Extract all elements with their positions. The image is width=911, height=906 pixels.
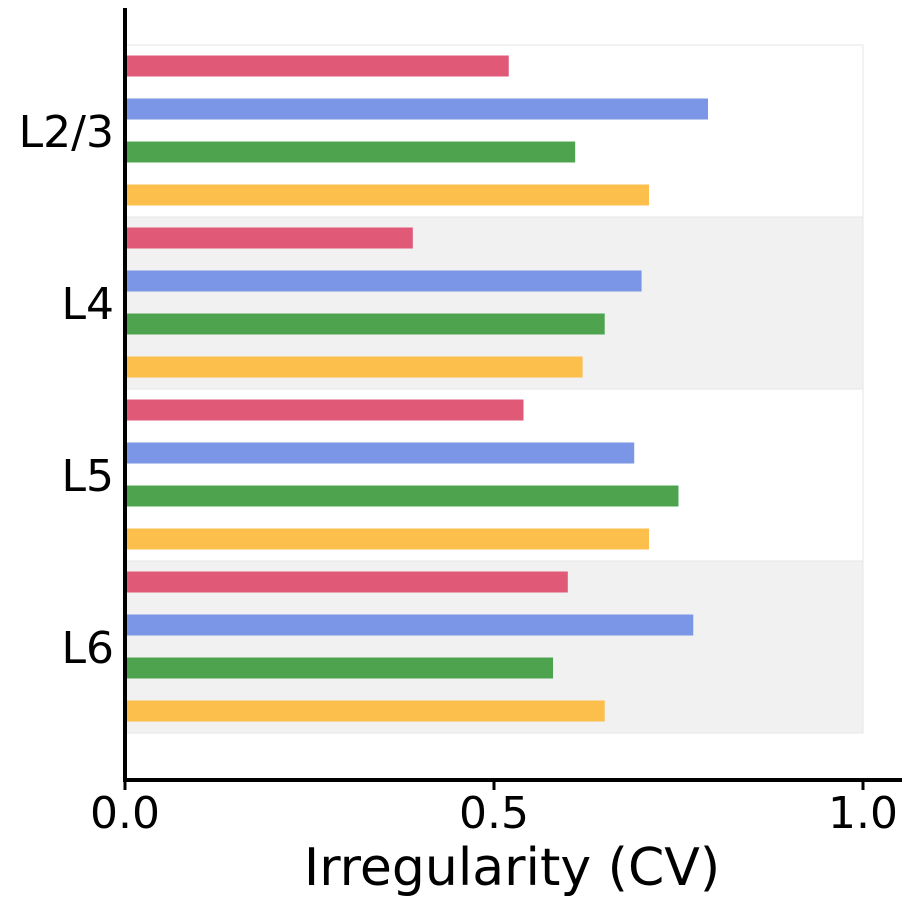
- bars: [125, 55, 709, 722]
- y-tick-label: L6: [61, 623, 114, 674]
- bar: [125, 528, 649, 550]
- bar: [125, 141, 576, 163]
- bar: [125, 485, 679, 507]
- bar: [125, 657, 554, 679]
- y-tick-label: L5: [61, 451, 114, 502]
- bar: [125, 614, 694, 636]
- x-tick-label: 0.0: [90, 788, 160, 839]
- bar: [125, 399, 524, 421]
- bar: [125, 55, 509, 77]
- bar: [125, 184, 649, 206]
- x-ticks: 0.0 0.5 1.0: [90, 780, 898, 839]
- x-tick-label: 0.5: [459, 788, 529, 839]
- y-tick-label: L4: [61, 279, 114, 330]
- x-tick-label: 1.0: [828, 788, 898, 839]
- bar: [125, 270, 642, 292]
- y-tick-labels: L2/3 L4 L5 L6: [19, 107, 114, 674]
- bar: [125, 571, 568, 593]
- bar: [125, 356, 583, 378]
- bar: [125, 98, 709, 120]
- bar: [125, 313, 605, 335]
- y-tick-label: L2/3: [19, 107, 114, 158]
- bar: [125, 700, 605, 722]
- x-axis-title: Irregularity (CV): [304, 838, 720, 898]
- bar: [125, 227, 413, 249]
- bar: [125, 442, 635, 464]
